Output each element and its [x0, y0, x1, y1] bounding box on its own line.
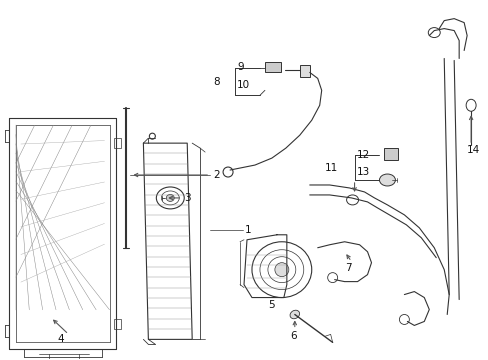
Text: 7: 7	[344, 263, 350, 273]
Text: 11: 11	[324, 163, 337, 173]
Bar	[299, 66, 309, 77]
Ellipse shape	[274, 263, 288, 276]
Text: 4: 4	[57, 334, 64, 345]
Ellipse shape	[166, 194, 174, 201]
Text: 1: 1	[244, 225, 251, 235]
Text: 12: 12	[356, 150, 369, 160]
Ellipse shape	[289, 310, 299, 319]
Bar	[113, 138, 121, 148]
Bar	[384, 148, 398, 160]
Text: 8: 8	[213, 77, 220, 87]
Ellipse shape	[251, 242, 311, 298]
Text: 6: 6	[289, 332, 296, 341]
Ellipse shape	[379, 174, 395, 186]
Text: 3: 3	[184, 193, 190, 203]
Text: 5: 5	[268, 300, 275, 310]
Bar	[264, 62, 280, 72]
Text: 14: 14	[466, 145, 479, 155]
Ellipse shape	[156, 187, 184, 209]
Bar	[113, 319, 121, 329]
Ellipse shape	[427, 28, 439, 37]
Text: 9: 9	[237, 62, 243, 72]
Text: 10: 10	[237, 80, 250, 90]
Text: 13: 13	[356, 167, 369, 177]
Text: 2: 2	[213, 170, 219, 180]
